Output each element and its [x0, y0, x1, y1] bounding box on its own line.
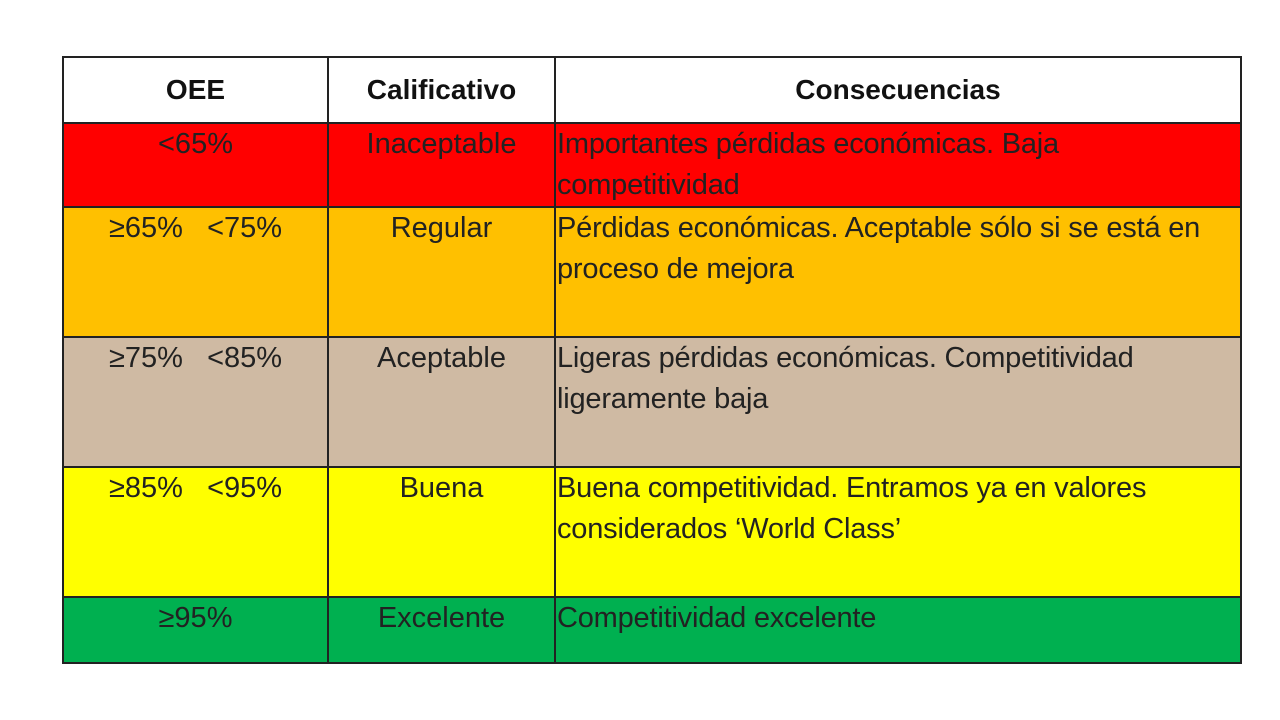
table-cell: Competitividad excelente: [554, 596, 1242, 664]
table-cell: ≥95%: [62, 596, 329, 664]
table-cell: ≥85% <95%: [62, 466, 329, 598]
table-row: ≥95% Excelente Competitividad excelente: [62, 596, 1242, 664]
table-row: ≥65% <75% Regular Pérdidas económicas. Ace…: [62, 206, 1242, 338]
table-row: <65% Inaceptable Importantes pérdidas econ…: [62, 122, 1242, 208]
header-cell: OEE: [62, 56, 329, 124]
table-cell: Regular: [327, 206, 556, 338]
table-cell: ≥75% <85%: [62, 336, 329, 468]
header-row: OEE Calificativo Consecuencias: [62, 56, 1242, 124]
table-cell: Aceptable: [327, 336, 556, 468]
table-cell: Excelente: [327, 596, 556, 664]
table-row: ≥85% <95% Buena Buena competitividad. Entr…: [62, 466, 1242, 598]
table-body: <65% Inaceptable Importantes pérdidas econ…: [62, 122, 1242, 664]
table-cell: Buena: [327, 466, 556, 598]
header-cell: Consecuencias: [554, 56, 1242, 124]
table-cell: <65%: [62, 122, 329, 208]
table-cell: Inaceptable: [327, 122, 556, 208]
header-cell: Calificativo: [327, 56, 556, 124]
table-cell: ≥65% <75%: [62, 206, 329, 338]
table-cell: Importantes pérdidas económicas. Baja co…: [554, 122, 1242, 208]
table-row: ≥75% <85% Aceptable Ligeras pérdidas econó…: [62, 336, 1242, 468]
table-cell: Buena competitividad. Entramos ya en val…: [554, 466, 1242, 598]
table-cell: Pérdidas económicas. Aceptable sólo si s…: [554, 206, 1242, 338]
table-cell: Ligeras pérdidas económicas. Competitivi…: [554, 336, 1242, 468]
oee-table: OEE Calificativo Consecuencias <65% Inacept…: [62, 56, 1242, 664]
